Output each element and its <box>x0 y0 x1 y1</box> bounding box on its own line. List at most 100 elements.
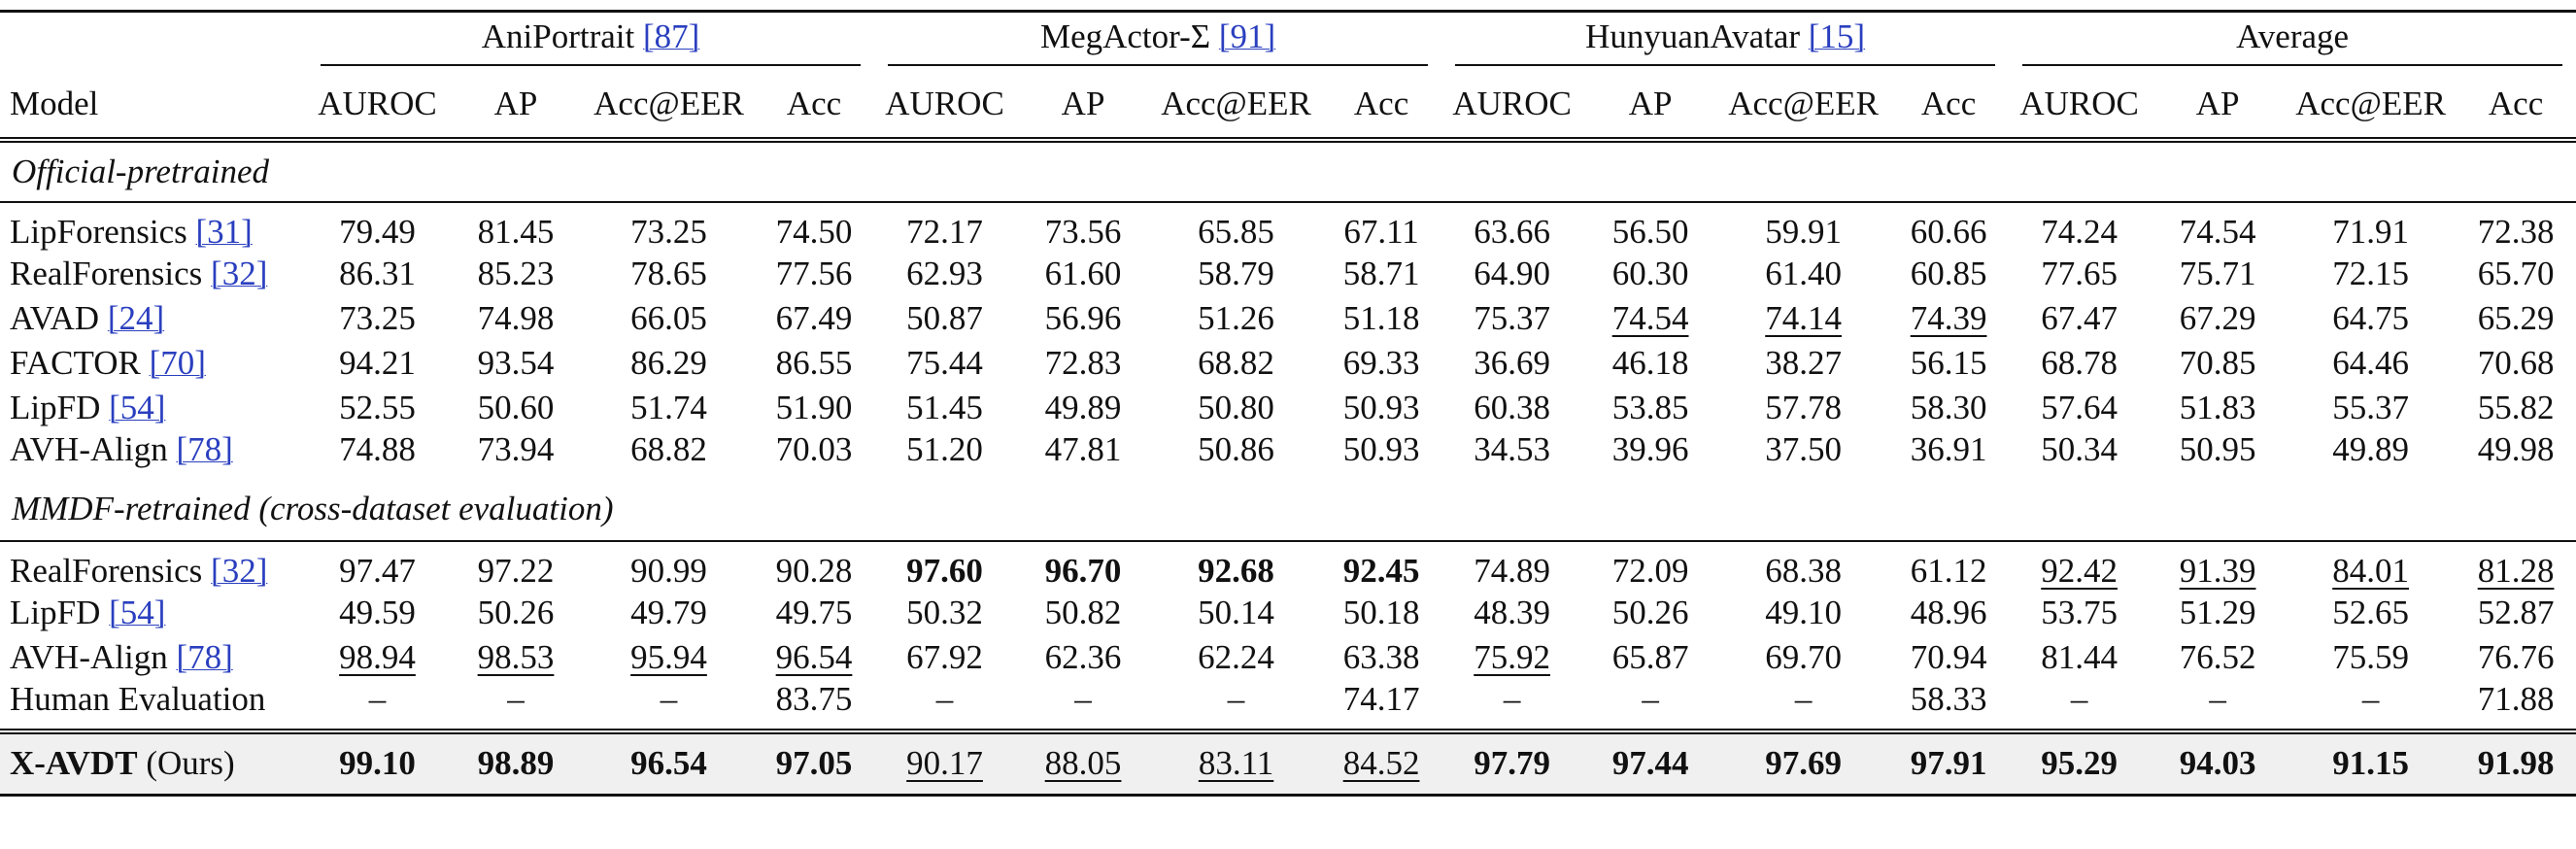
value: 50.26 <box>477 593 555 631</box>
value: 75.92 <box>1474 637 1550 676</box>
value-cell: 50.32 <box>874 591 1015 635</box>
value-cell: 74.24 <box>2009 202 2150 252</box>
value: 58.79 <box>1198 254 1274 292</box>
value: 93.54 <box>477 343 555 382</box>
value-cell: 68.78 <box>2009 341 2150 386</box>
value-cell: 97.91 <box>1888 731 2009 796</box>
value-cell: 98.94 <box>307 635 448 680</box>
value-cell: – <box>2009 680 2150 731</box>
model-cell: FACTOR [70] <box>0 341 307 386</box>
model-cell: AVH-Align [78] <box>0 635 307 680</box>
value-cell: – <box>1718 680 1888 731</box>
metric-header: Acc@EER <box>593 85 744 122</box>
value-cell: 53.85 <box>1582 386 1718 430</box>
blank-cell <box>0 12 307 72</box>
value-cell: 75.92 <box>1441 635 1582 680</box>
citation[interactable]: [31] <box>195 212 253 251</box>
value: 97.69 <box>1765 744 1842 783</box>
model-cell: AVAD [24] <box>0 296 307 341</box>
citation[interactable]: [32] <box>211 551 268 590</box>
value-cell: 63.38 <box>1321 635 1441 680</box>
value: 74.54 <box>2179 212 2256 251</box>
value-cell: 56.50 <box>1582 202 1718 252</box>
value: 68.82 <box>1198 343 1274 382</box>
value-cell: 34.53 <box>1441 430 1582 479</box>
section-row: Official-pretrained <box>0 140 2576 202</box>
citation[interactable]: [70] <box>149 343 206 382</box>
value-cell: 62.93 <box>874 252 1015 296</box>
value: 72.38 <box>2477 212 2555 251</box>
citation[interactable]: [15] <box>1808 17 1866 56</box>
metric-header: Acc <box>1920 85 1977 122</box>
value-cell: 46.18 <box>1582 341 1718 386</box>
value-cell: – <box>874 680 1015 731</box>
value-cell: 51.18 <box>1321 296 1441 341</box>
value-cell: 65.85 <box>1151 202 1321 252</box>
value-cell: 55.37 <box>2286 386 2456 430</box>
value-cell: 52.65 <box>2286 591 2456 635</box>
value-cell: 49.98 <box>2456 430 2576 479</box>
data-row: LipFD [54] 52.55 50.60 51.74 51.90 51.45 49.89… <box>0 386 2576 430</box>
citation[interactable]: [54] <box>109 593 166 631</box>
value: 61.12 <box>1910 551 1987 590</box>
citation[interactable]: [87] <box>642 17 700 56</box>
value-cell: – <box>2150 680 2286 731</box>
value-cell: 61.60 <box>1015 252 1151 296</box>
citation[interactable]: [91] <box>1218 17 1276 56</box>
data-row: AVAD [24] 73.25 74.98 66.05 67.49 50.87 56.96 5… <box>0 296 2576 341</box>
value: 68.78 <box>2041 343 2118 382</box>
value: 81.28 <box>2477 551 2555 590</box>
section-title: Official-pretrained <box>12 152 270 190</box>
value-cell: – <box>1015 680 1151 731</box>
value: 56.96 <box>1044 298 1122 337</box>
value: 50.93 <box>1342 388 1420 426</box>
value: – <box>935 679 954 718</box>
value-cell: 97.47 <box>307 541 448 591</box>
citation[interactable]: [24] <box>107 298 165 337</box>
value-cell: 72.15 <box>2286 252 2456 296</box>
value-cell: 90.17 <box>874 731 1015 796</box>
model-cell: LipFD [54] <box>0 386 307 430</box>
value: 81.45 <box>477 212 555 251</box>
value-cell: – <box>307 680 448 731</box>
value-cell: 59.91 <box>1718 202 1888 252</box>
citation[interactable]: [32] <box>211 254 268 292</box>
value: 49.75 <box>775 593 853 631</box>
value: 72.83 <box>1044 343 1122 382</box>
citation[interactable]: [54] <box>109 388 166 426</box>
value: 65.85 <box>1198 212 1274 251</box>
value: 67.49 <box>775 298 853 337</box>
value-cell: 51.29 <box>2150 591 2286 635</box>
value: 73.56 <box>1044 212 1122 251</box>
value-cell: 81.45 <box>448 202 584 252</box>
value-cell: 94.03 <box>2150 731 2286 796</box>
value-cell: – <box>1151 680 1321 731</box>
value: 77.56 <box>775 254 853 292</box>
value-cell: 60.66 <box>1888 202 2009 252</box>
model-cell: LipForensics [31] <box>0 202 307 252</box>
value-cell: 95.94 <box>584 635 754 680</box>
group-label: Average <box>2022 17 2563 67</box>
value: 74.89 <box>1474 551 1550 590</box>
value: 64.75 <box>2332 298 2409 337</box>
value: 65.70 <box>2477 254 2555 292</box>
value-cell: 92.68 <box>1151 541 1321 591</box>
value: 57.64 <box>2041 388 2118 426</box>
model-suffix: (Ours) <box>146 744 235 783</box>
citation[interactable]: [78] <box>176 429 233 468</box>
value-cell: 37.50 <box>1718 430 1888 479</box>
citation[interactable]: [78] <box>176 637 233 676</box>
value-cell: 70.03 <box>754 430 874 479</box>
value-cell: 86.55 <box>754 341 874 386</box>
value: 49.89 <box>1044 388 1122 426</box>
value-cell: 96.70 <box>1015 541 1151 591</box>
value-cell: 86.29 <box>584 341 754 386</box>
value-cell: 72.38 <box>2456 202 2576 252</box>
value: 85.23 <box>477 254 555 292</box>
value: 51.29 <box>2179 593 2256 631</box>
value: 50.60 <box>477 388 555 426</box>
group-label: AniPortrait [87] <box>321 17 862 67</box>
section-row: MMDF-retrained (cross-dataset evaluation… <box>0 479 2576 541</box>
value: 84.01 <box>2332 551 2409 590</box>
value: 50.18 <box>1342 593 1420 631</box>
